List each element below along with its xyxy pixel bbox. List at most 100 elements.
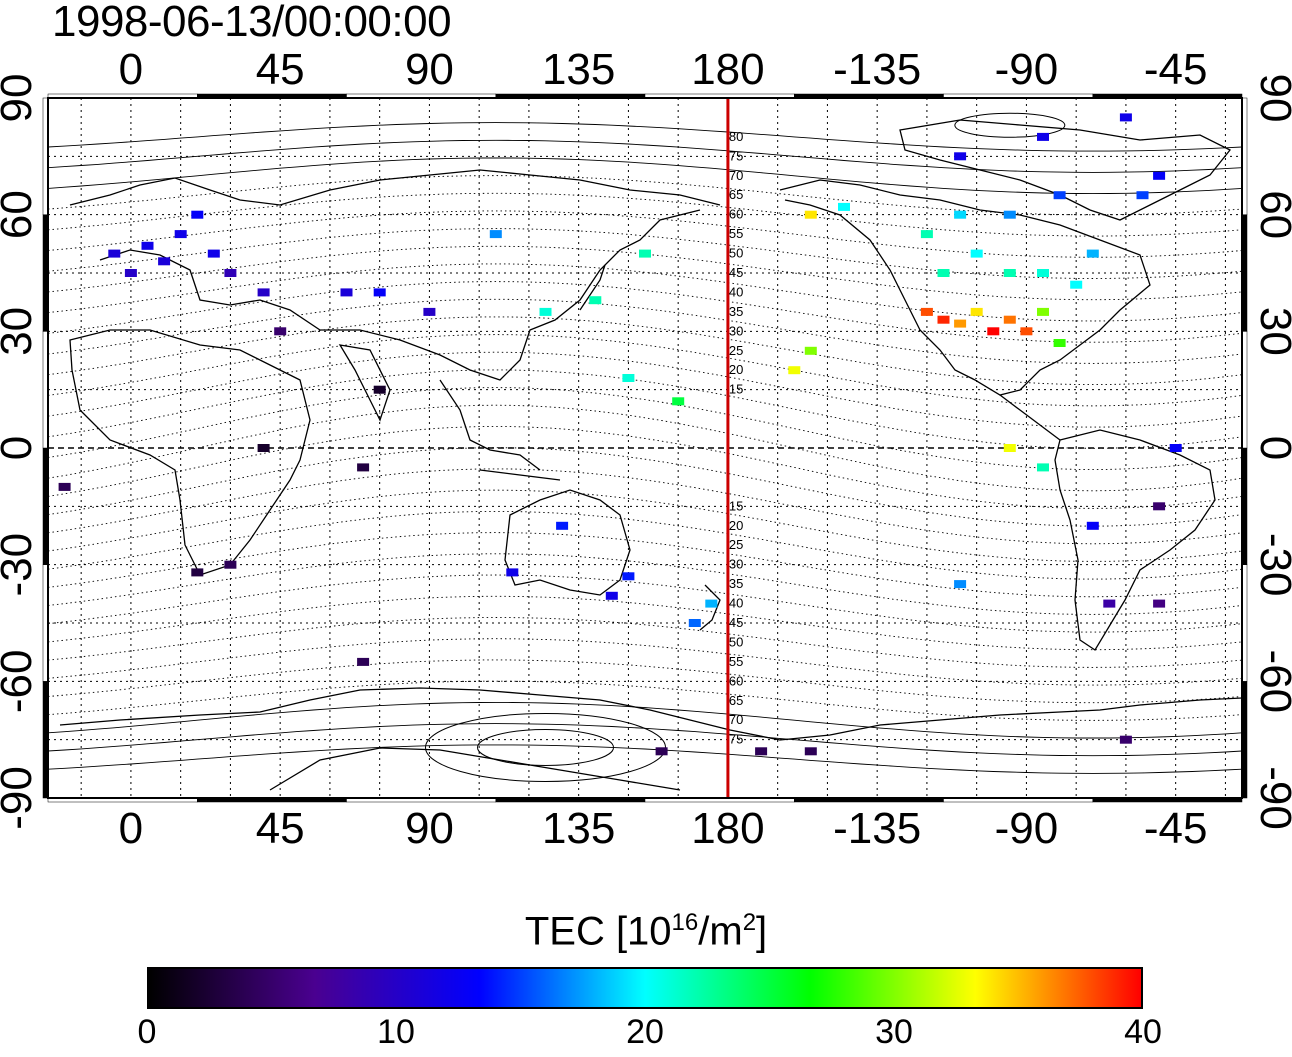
south-magnetic-pole-contour (477, 728, 614, 766)
tec-data-point (672, 397, 685, 406)
tec-data-point (755, 747, 768, 756)
bottom-lon-tick-label: -135 (833, 804, 921, 853)
right-lat-tick-label: 90 (1251, 74, 1292, 123)
bottom-lon-tick-label: 45 (256, 804, 305, 853)
magnetic-contour (48, 369, 1242, 449)
tec-data-point (1169, 444, 1182, 452)
tec-data-point (1037, 269, 1049, 277)
tec-data-point (357, 657, 370, 666)
dateline-lat-label: 55 (729, 226, 743, 241)
top-lon-tick-label: 135 (542, 45, 615, 94)
colorbar-title: TEC [1016/m2] (524, 909, 768, 954)
tec-data-point (1153, 502, 1166, 511)
bottom-lon-tick-label: -45 (1144, 804, 1208, 853)
tec-data-point (970, 307, 983, 316)
dateline-lat-label: 20 (729, 362, 743, 377)
tec-data-point (108, 249, 121, 258)
magnetic-contour (48, 122, 1242, 152)
left-lat-tick-label: 30 (0, 307, 41, 356)
colorbar-tick-label: 0 (137, 1013, 157, 1051)
tec-data-point (124, 269, 137, 277)
magnetic-contour (48, 510, 1242, 580)
right-lat-tick-label: -60 (1251, 650, 1292, 714)
right-lat-tick-label: 0 (1251, 436, 1292, 460)
magnetic-contour (48, 334, 1242, 407)
tec-data-point (688, 619, 701, 627)
magnetic-contour (48, 139, 1242, 173)
tec-data-point (340, 288, 353, 297)
dateline-lat-label: 80 (729, 129, 743, 144)
magnetic-contour (48, 192, 1242, 237)
dateline-lat-label: 45 (729, 265, 743, 280)
magnetic-contour (48, 617, 1242, 668)
tec-data-point (655, 747, 668, 756)
tec-data-point (1153, 171, 1166, 180)
dateline-lat-label: 55 (729, 654, 743, 669)
right-lat-tick-label: 30 (1251, 307, 1292, 356)
magnetic-contour (48, 595, 1242, 651)
tec-data-point (58, 482, 71, 491)
tec-data-point (987, 327, 1000, 336)
dateline-lat-label: 40 (729, 596, 743, 611)
tec-data-points (58, 113, 1182, 756)
dateline-lat-label: 50 (729, 246, 743, 261)
dateline-lat-label: 25 (729, 343, 743, 358)
map-frame (47, 97, 1243, 799)
dateline-lat-label: 35 (729, 576, 743, 591)
tec-data-point (705, 599, 718, 608)
colorbar-tick-label: 10 (377, 1013, 415, 1051)
dateline-lat-label: 20 (729, 518, 743, 533)
top-lon-tick-label: 0 (119, 45, 143, 94)
colorbar-tick-label: 40 (1124, 1013, 1162, 1051)
magnetic-contour (48, 638, 1242, 686)
tec-data-point (1003, 269, 1016, 277)
tec-data-point (1070, 280, 1083, 289)
tec-data-point (373, 385, 386, 394)
tec-data-point (141, 241, 154, 250)
dateline-lat-label: 60 (729, 673, 743, 688)
tec-data-point (489, 230, 502, 239)
tec-data-point (174, 230, 187, 239)
dateline-lat-label: 25 (729, 537, 743, 552)
tec-data-point (954, 152, 967, 161)
dateline-lat-label: 50 (729, 634, 743, 649)
tec-data-point (589, 296, 602, 305)
tec-data-point (1119, 113, 1132, 122)
timestamp-title: 1998-06-13/00:00:00 (52, 0, 452, 46)
tec-data-point (1037, 307, 1049, 316)
tec-data-point (937, 269, 950, 277)
right-lat-tick-label: -30 (1251, 533, 1292, 597)
tec-data-point (1153, 599, 1166, 608)
tec-data-point (224, 560, 237, 569)
tec-data-point (423, 307, 436, 316)
dateline-lat-label: 65 (729, 187, 743, 202)
dateline-lat-label: 65 (729, 693, 743, 708)
tec-data-point (1053, 339, 1066, 347)
tec-data-point (920, 230, 933, 239)
lat-lon-grid (48, 98, 1242, 798)
tec-data-point (1003, 315, 1016, 324)
axis-ticks-left: 90 60 30 0 -30 -60 -90 (0, 74, 49, 830)
tec-map: 0 45 90 135 180 -135 -90 -45 0 45 90 135 180 -135 -90… (0, 45, 1292, 853)
bottom-lon-tick-label: -90 (995, 804, 1059, 853)
tec-data-point (506, 568, 519, 577)
left-lat-tick-label: -90 (0, 766, 41, 830)
tec-data-point (357, 463, 370, 472)
tec-colorbar (147, 967, 1143, 1009)
tec-data-point (1103, 599, 1116, 608)
tec-data-point (622, 572, 635, 581)
bottom-lon-tick-label: 135 (542, 804, 615, 853)
dateline-lat-label: 40 (729, 284, 743, 299)
axis-ticks-right: 90 60 30 0 -30 -60 -90 (1241, 74, 1292, 830)
magnetic-contour (48, 316, 1242, 386)
dateline-lat-label: 45 (729, 615, 743, 630)
magnetic-contour (48, 447, 1242, 527)
magnetic-contour (48, 701, 1242, 739)
tec-data-point (804, 210, 817, 219)
right-lat-tick-label: -90 (1251, 766, 1292, 830)
tec-data-point (1053, 191, 1066, 200)
dateline-lat-label: 75 (729, 732, 743, 747)
tec-data-point (556, 521, 569, 530)
tec-data-point (1086, 249, 1099, 258)
top-lon-tick-label: -90 (995, 45, 1059, 94)
